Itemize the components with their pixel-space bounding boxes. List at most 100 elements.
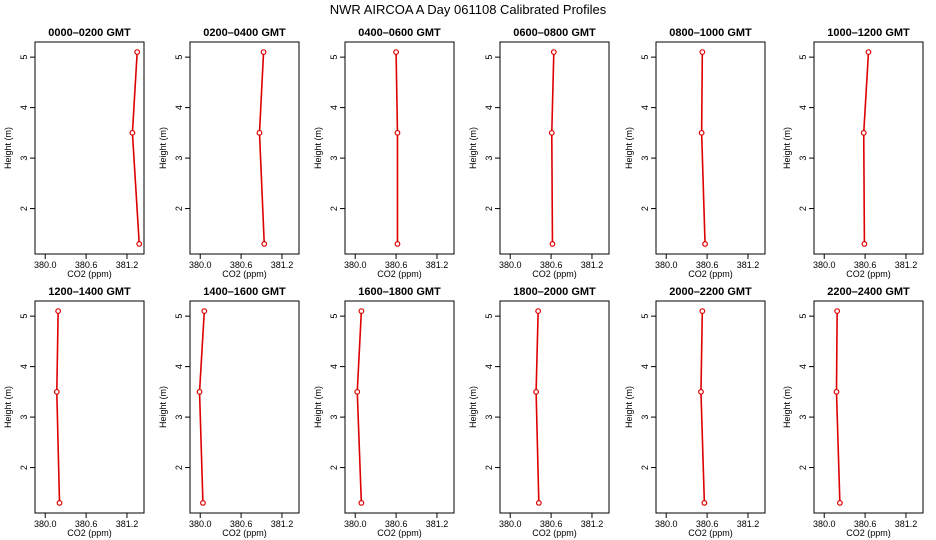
- data-point: [393, 49, 399, 55]
- x-tick-label: 381.2: [426, 260, 449, 270]
- plot-frame: [655, 300, 766, 514]
- panel-11: 2000–2200 GMT 380.0 380.6 381.2 2 3 4 5 CO2 (ppm…: [624, 286, 766, 538]
- y-tick-label: 5: [329, 314, 339, 319]
- panel-title: 0600–0800 GMT: [513, 27, 596, 39]
- y-axis-label: Height (m): [158, 386, 168, 428]
- y-tick-label: 2: [798, 465, 808, 470]
- panels-grid: 0000–0200 GMT 380.0 380.6 381.2 2 3 4 5 CO2 (ppm…: [3, 27, 924, 538]
- data-point: [55, 308, 62, 314]
- x-tick-label: 380.0: [344, 260, 367, 270]
- y-tick-label: 4: [484, 105, 494, 110]
- data-point: [533, 388, 540, 395]
- panel-title: 1000–1200 GMT: [827, 27, 910, 39]
- data-point: [535, 500, 542, 506]
- data-point: [548, 129, 555, 136]
- data-point: [56, 500, 63, 506]
- y-tick-label: 4: [174, 105, 184, 110]
- profile-line: [700, 311, 706, 503]
- profile-line: [131, 52, 141, 244]
- figure-title: NWR AIRCOA A Day 061108 Calibrated Profi…: [330, 2, 607, 17]
- y-axis-label: Height (m): [158, 127, 168, 169]
- data-point: [354, 388, 361, 395]
- y-tick-label: 4: [19, 364, 29, 369]
- y-axis-label: Height (m): [313, 386, 323, 428]
- y-axis-label: Height (m): [468, 127, 478, 169]
- y-tick-label: 2: [174, 465, 184, 470]
- x-tick-label: 381.2: [581, 260, 604, 270]
- y-tick-label: 4: [484, 364, 494, 369]
- y-axis-label: Height (m): [782, 127, 792, 169]
- y-axis-label: Height (m): [313, 127, 323, 169]
- panel-title: 2000–2200 GMT: [669, 286, 752, 298]
- x-tick-label: 381.2: [737, 260, 760, 270]
- profile-line: [395, 52, 399, 244]
- x-tick-label: 380.0: [813, 519, 836, 529]
- x-tick-label: 380.0: [499, 260, 522, 270]
- data-point: [129, 129, 136, 136]
- y-tick-label: 3: [798, 156, 808, 161]
- y-tick-label: 5: [174, 55, 184, 60]
- x-tick-label: 381.2: [895, 260, 918, 270]
- panel-2: 0200–0400 GMT 380.0 380.6 381.2 2 3 4 5 CO2 (ppm…: [158, 27, 300, 279]
- x-tick-label: 381.2: [271, 519, 294, 529]
- profile-line: [55, 311, 61, 503]
- y-tick-label: 2: [329, 465, 339, 470]
- y-tick-label: 3: [484, 156, 494, 161]
- y-tick-label: 4: [798, 364, 808, 369]
- y-tick-label: 2: [174, 206, 184, 211]
- data-point: [701, 500, 708, 506]
- y-tick-label: 2: [484, 465, 494, 470]
- x-tick-label: 380.6: [230, 260, 253, 270]
- y-axis-label: Height (m): [782, 386, 792, 428]
- y-tick-label: 5: [329, 55, 339, 60]
- y-tick-label: 5: [19, 314, 29, 319]
- x-tick-label: 380.6: [230, 519, 253, 529]
- x-axis-label: CO2 (ppm): [846, 269, 891, 279]
- y-tick-label: 5: [174, 314, 184, 319]
- y-axis-label: Height (m): [3, 127, 13, 169]
- y-tick-label: 3: [19, 156, 29, 161]
- x-tick-label: 380.6: [385, 260, 408, 270]
- plot-frame: [344, 300, 455, 514]
- plot-frame: [344, 41, 455, 255]
- x-tick-label: 380.0: [655, 260, 678, 270]
- plot-frame: [34, 300, 145, 514]
- panel-3: 0400–0600 GMT 380.0 380.6 381.2 2 3 4 5 CO2 (ppm…: [313, 27, 455, 279]
- data-point: [136, 241, 143, 247]
- y-tick-label: 3: [174, 156, 184, 161]
- y-tick-label: 5: [484, 55, 494, 60]
- data-point: [196, 388, 203, 395]
- panel-title: 0200–0400 GMT: [203, 27, 286, 39]
- data-point: [699, 308, 706, 314]
- x-tick-label: 380.6: [385, 519, 408, 529]
- panel-1: 0000–0200 GMT 380.0 380.6 381.2 2 3 4 5 CO2 (ppm…: [3, 27, 145, 279]
- y-tick-label: 3: [19, 415, 29, 420]
- y-tick-label: 4: [640, 364, 650, 369]
- data-point: [358, 500, 365, 506]
- x-tick-label: 381.2: [895, 519, 918, 529]
- x-tick-label: 380.6: [540, 519, 563, 529]
- x-tick-label: 381.2: [271, 260, 294, 270]
- x-axis-label: CO2 (ppm): [67, 528, 112, 538]
- x-axis-label: CO2 (ppm): [377, 269, 422, 279]
- panel-title: 0000–0200 GMT: [48, 27, 131, 39]
- y-tick-label: 3: [174, 415, 184, 420]
- y-tick-label: 5: [640, 55, 650, 60]
- data-point: [535, 308, 542, 314]
- x-tick-label: 381.2: [581, 519, 604, 529]
- plot-frame: [499, 300, 610, 514]
- plot-frame: [34, 41, 145, 255]
- panel-title: 1600–1800 GMT: [358, 286, 441, 298]
- x-tick-label: 380.6: [854, 519, 877, 529]
- profile-line: [862, 52, 870, 244]
- data-point: [699, 49, 706, 55]
- y-tick-label: 2: [329, 206, 339, 211]
- x-tick-label: 380.0: [813, 260, 836, 270]
- y-axis-label: Height (m): [468, 386, 478, 428]
- x-tick-label: 380.0: [34, 519, 57, 529]
- plot-frame: [813, 300, 924, 514]
- x-tick-label: 380.6: [854, 260, 877, 270]
- y-axis-label: Height (m): [624, 127, 634, 169]
- x-tick-label: 380.6: [540, 260, 563, 270]
